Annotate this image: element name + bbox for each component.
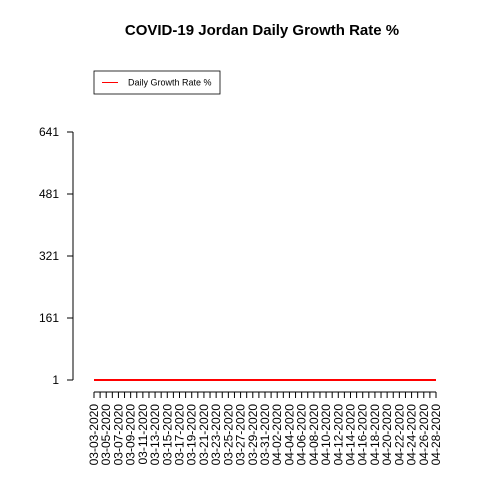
x-tick-label: 04-20-2020 (380, 404, 394, 466)
legend: Daily Growth Rate % (93, 70, 221, 95)
x-tick-label: 03-29-2020 (246, 404, 260, 466)
x-tick-label: 04-10-2020 (319, 404, 333, 466)
x-tick-label: 04-22-2020 (392, 404, 406, 466)
chart-title: COVID-19 Jordan Daily Growth Rate % (125, 22, 399, 39)
x-tick-label: 04-26-2020 (417, 404, 431, 466)
x-tick-label: 03-09-2020 (124, 404, 138, 466)
x-axis: 03-03-202003-05-202003-07-202003-09-2020… (87, 391, 443, 466)
x-tick-label: 04-06-2020 (295, 404, 309, 466)
x-tick-label: 03-31-2020 (258, 404, 272, 466)
x-tick-label: 03-13-2020 (148, 404, 162, 466)
x-tick-label: 04-24-2020 (405, 404, 419, 466)
x-tick-label: 04-28-2020 (429, 404, 443, 466)
x-tick-label: 04-04-2020 (282, 404, 296, 466)
x-tick-label: 04-14-2020 (344, 404, 358, 466)
x-tick-label: 03-25-2020 (221, 404, 235, 466)
x-tick-label: 04-12-2020 (331, 404, 345, 466)
x-tick-label: 03-27-2020 (234, 404, 248, 466)
legend-box (93, 70, 221, 95)
x-tick-label: 04-02-2020 (270, 404, 284, 466)
x-tick-label: 03-23-2020 (209, 404, 223, 466)
x-tick-label: 03-17-2020 (173, 404, 187, 466)
x-tick-label: 03-11-2020 (136, 404, 150, 465)
x-tick-label: 03-19-2020 (185, 404, 199, 466)
x-tick-label: 04-18-2020 (368, 404, 382, 466)
y-axis: 1 161 321 481 641 (39, 125, 74, 387)
x-tick-label: 03-05-2020 (99, 404, 113, 466)
y-tick-label: 161 (39, 311, 59, 325)
x-tick-label: 04-16-2020 (356, 404, 370, 466)
y-tick-label: 1 (52, 373, 59, 387)
y-tick-label: 641 (39, 125, 59, 139)
x-tick-label: 03-03-2020 (87, 404, 101, 466)
y-tick-label: 481 (39, 187, 59, 201)
x-tick-label: 03-21-2020 (197, 404, 211, 466)
legend-label: Daily Growth Rate % (128, 78, 212, 88)
x-tick-label: 03-07-2020 (111, 404, 125, 466)
x-tick-label: 04-08-2020 (307, 404, 321, 466)
x-tick-label: 03-15-2020 (160, 404, 174, 466)
y-tick-label: 321 (39, 249, 59, 263)
